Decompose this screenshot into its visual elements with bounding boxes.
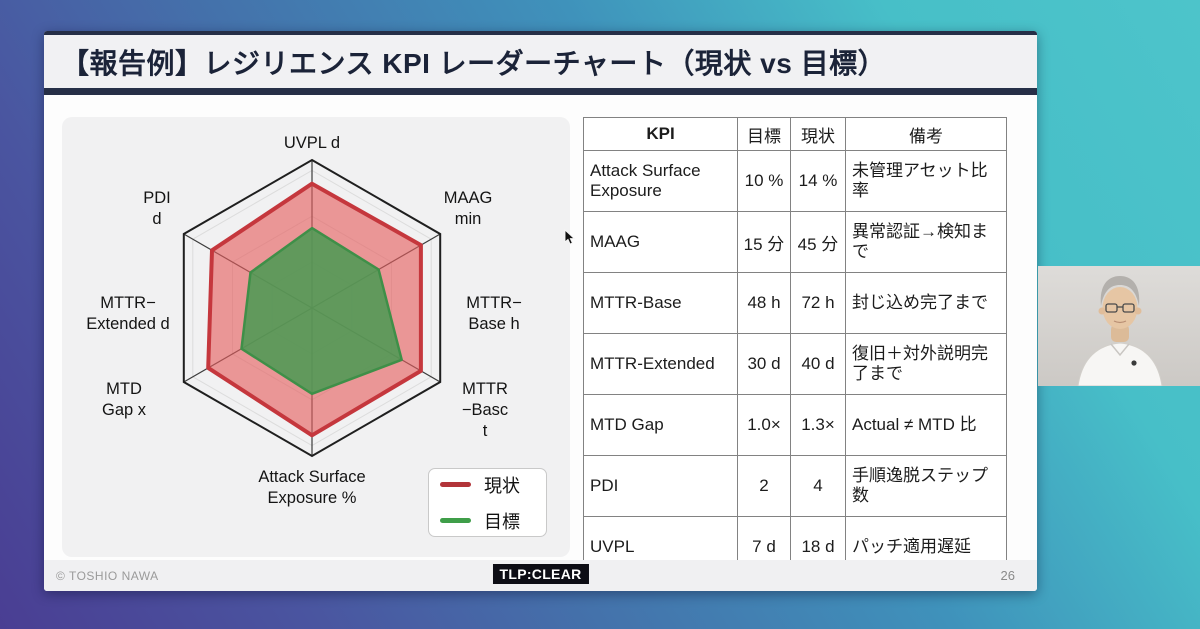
table-row: MAAG 15 分 45 分異常認証→検知まで [583, 211, 1007, 273]
legend-label: 目標 [484, 511, 520, 532]
radar-axis-label: Attack Surface Exposure % [258, 468, 365, 507]
current-value-cell: 14 % [790, 150, 846, 212]
kpi-name-cell: PDI [583, 455, 738, 517]
slide-title: 【報告例】レジリエンス KPI レーダーチャート（現状 vs 目標） [61, 47, 887, 79]
current-value-cell: 45 分 [790, 211, 846, 273]
mouse-cursor [564, 229, 576, 245]
presenter-video-frame [1038, 266, 1200, 386]
kpi-name-cell: MAAG [583, 211, 738, 273]
column-header: KPI [583, 117, 738, 151]
radar-chart: UVPL d MAAG min MTTR− Base h MTTR −Basc t Attack… [86, 134, 521, 507]
legend-swatch [440, 482, 471, 487]
radar-axis-label: MAAG min [444, 189, 493, 228]
legend-swatch [440, 518, 471, 523]
target-value-cell: 30 d [737, 333, 791, 395]
slide: 【報告例】レジリエンス KPI レーダーチャート（現状 vs 目標） UVPL … [44, 31, 1037, 591]
current-value-cell: 72 h [790, 272, 846, 334]
radar-axis-label: MTD Gap x [102, 380, 147, 419]
chart-legend: 現状 目標 [428, 468, 547, 537]
presenter-figure [1077, 276, 1163, 386]
target-value-cell: 1.0× [737, 394, 791, 456]
radar-axis-label: MTTR− Base h [466, 294, 521, 333]
legend-item: 目標 [440, 508, 546, 534]
kpi-name-cell: MTTR-Extended [583, 333, 738, 395]
target-value-cell: 15 分 [737, 211, 791, 273]
table-row: MTD Gap 1.0× 1.3× Actual ≠ MTD 比 [583, 394, 1007, 456]
radar-outline [182, 158, 442, 458]
column-header: 現状 [790, 117, 846, 151]
tlp-clear-badge: TLP:CLEAR [492, 564, 589, 584]
radar-axis-label: MTTR −Basc t [462, 380, 508, 440]
copyright-text: © TOSHIO NAWA [56, 569, 159, 583]
slide-title-bar: 【報告例】レジリエンス KPI レーダーチャート（現状 vs 目標） [44, 31, 1037, 95]
radar-axis-label: UVPL d [284, 134, 340, 152]
radar-chart-panel: UVPL d MAAG min MTTR− Base h MTTR −Basc t Attack… [62, 117, 570, 557]
current-value-cell: 1.3× [790, 394, 846, 456]
column-header: 目標 [737, 117, 791, 151]
target-value-cell: 48 h [737, 272, 791, 334]
legend-label: 現状 [484, 475, 520, 496]
presenter-webcam [1038, 266, 1200, 386]
note-cell: Actual ≠ MTD 比 [845, 394, 1007, 456]
slide-footer: © TOSHIO NAWA TLP:CLEAR 26 [44, 560, 1037, 591]
kpi-name-cell: Attack Surface Exposure [583, 150, 738, 212]
kpi-table-body: Attack Surface Exposure 10 % 14 % 未管理アセット比率… [583, 150, 1007, 578]
note-cell: 異常認証→検知まで [845, 211, 1007, 273]
column-header: 備考 [845, 117, 1007, 151]
current-value-cell: 4 [790, 455, 846, 517]
radar-series-目標 [240, 226, 403, 396]
note-cell: 未管理アセット比率 [845, 150, 1007, 212]
radar-axis-label: PDI d [143, 189, 171, 228]
target-value-cell: 2 [737, 455, 791, 517]
kpi-table: KPI 目標 現状 備考 Attack Surface Exposure 10 % 14 … [583, 117, 1007, 578]
current-value-cell: 40 d [790, 333, 846, 395]
page-number: 26 [1000, 568, 1015, 583]
table-row: Attack Surface Exposure 10 % 14 % 未管理アセット比率 [583, 150, 1007, 212]
header-row: KPI 目標 現状 備考 [583, 117, 1007, 151]
table-row: MTTR-Extended 30 d 40 d 復旧＋対外説明完了まで [583, 333, 1007, 395]
note-cell: 手順逸脱ステップ数 [845, 455, 1007, 517]
kpi-name-cell: MTD Gap [583, 394, 738, 456]
radar-axis-label: MTTR− Extended d [86, 294, 169, 333]
note-cell: 復旧＋対外説明完了まで [845, 333, 1007, 395]
legend-item: 現状 [440, 472, 546, 498]
kpi-table-header: KPI 目標 現状 備考 [583, 117, 1007, 151]
table-row: MTTR-Base 48 h 72 h 封じ込め完了まで [583, 272, 1007, 334]
note-cell: 封じ込め完了まで [845, 272, 1007, 334]
kpi-name-cell: MTTR-Base [583, 272, 738, 334]
target-value-cell: 10 % [737, 150, 791, 212]
table-row: PDI 2 4 手順逸脱ステップ数 [583, 455, 1007, 517]
